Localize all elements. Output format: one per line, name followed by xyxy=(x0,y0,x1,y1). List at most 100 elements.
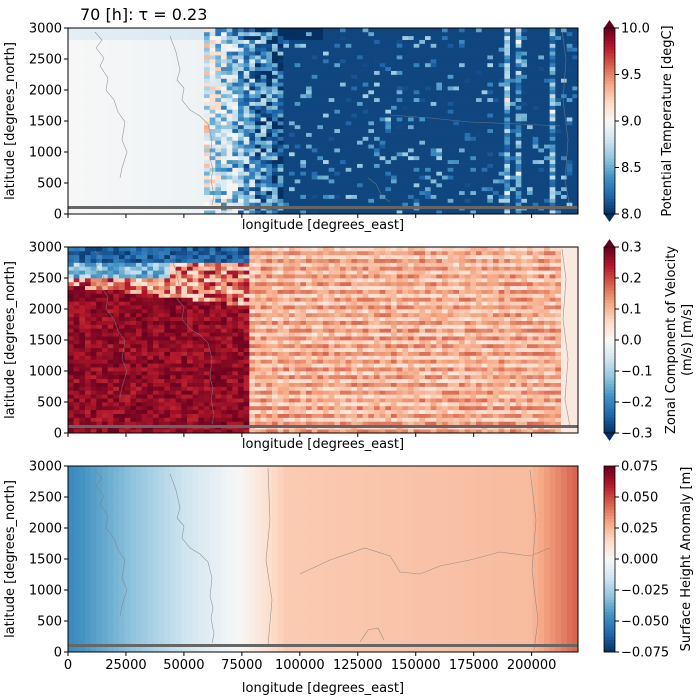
heatmap-cell xyxy=(107,305,114,310)
heatmap-cell xyxy=(124,309,131,314)
heatmap-cell xyxy=(311,163,318,168)
heatmap-cell xyxy=(85,101,92,106)
heatmap-cell xyxy=(226,51,233,56)
heatmap-cell xyxy=(85,28,92,33)
heatmap-cell xyxy=(323,132,330,137)
heatmap-cell xyxy=(232,47,239,52)
heatmap-cell xyxy=(141,163,148,168)
heatmap-cell xyxy=(311,86,318,91)
heatmap-cell xyxy=(102,324,109,329)
heatmap-cell xyxy=(119,413,126,418)
heatmap-cell xyxy=(294,74,301,79)
heatmap-cell xyxy=(192,128,199,133)
heatmap-cell xyxy=(90,198,97,203)
heatmap-cell xyxy=(136,55,143,60)
heatmap-cell xyxy=(68,155,75,161)
heatmap-cell xyxy=(481,117,488,122)
heatmap-cell xyxy=(345,175,352,180)
heatmap-cell xyxy=(572,167,578,172)
heatmap-cell xyxy=(510,78,517,83)
heatmap-cell xyxy=(192,51,199,56)
heatmap-cell xyxy=(255,186,262,192)
heatmap-cell xyxy=(504,136,511,141)
heatmap-cell xyxy=(96,402,103,407)
heatmap-cell xyxy=(238,86,245,91)
heatmap-cell xyxy=(73,402,80,407)
heatmap-cell xyxy=(90,28,97,33)
heatmap-cell xyxy=(68,194,75,199)
heatmap-cell xyxy=(113,128,120,133)
heatmap-cell xyxy=(113,309,120,314)
heatmap-cell xyxy=(317,105,324,110)
heatmap-cell xyxy=(538,31,545,37)
heatmap-cell xyxy=(232,186,239,192)
heatmap-cell xyxy=(68,254,75,259)
heatmap-cell xyxy=(68,409,75,414)
heatmap-cell xyxy=(107,140,114,145)
heatmap-cell xyxy=(385,28,392,33)
heatmap-cell xyxy=(572,136,578,141)
heatmap-cell xyxy=(73,398,80,403)
heatmap-cell xyxy=(510,186,517,192)
heatmap-cell xyxy=(357,35,364,40)
colorbar-segment xyxy=(604,65,615,69)
heatmap-cell xyxy=(113,175,120,180)
heatmap-cell xyxy=(459,43,466,48)
heatmap-cell xyxy=(136,90,143,95)
heatmap-cell xyxy=(73,285,80,290)
heatmap-cell xyxy=(436,47,443,52)
heatmap-cell xyxy=(124,305,131,310)
heatmap-cell xyxy=(192,93,199,99)
heatmap-cell xyxy=(419,55,426,60)
heatmap-cell xyxy=(317,74,324,79)
heatmap-cell xyxy=(317,47,324,52)
heatmap-cell xyxy=(226,82,233,87)
heatmap-cell xyxy=(481,93,488,99)
heatmap-cell xyxy=(192,74,199,79)
heatmap-cell xyxy=(345,194,352,199)
heatmap-cell xyxy=(289,97,296,102)
heatmap-cell xyxy=(85,289,92,294)
heatmap-cell xyxy=(430,163,437,168)
heatmap-cell xyxy=(272,159,279,164)
heatmap-cell xyxy=(323,74,330,79)
heatmap-cell xyxy=(413,171,420,176)
heatmap-cell xyxy=(476,121,483,126)
heatmap-cell xyxy=(79,312,86,318)
heatmap-cell xyxy=(323,117,330,122)
heatmap-cell xyxy=(425,51,432,56)
heatmap-cell xyxy=(419,140,426,145)
heatmap-cell xyxy=(442,124,449,130)
heatmap-cell xyxy=(96,198,103,203)
heatmap-cell xyxy=(391,39,398,44)
heatmap-cell xyxy=(255,121,262,126)
heatmap-cell xyxy=(357,62,364,68)
heatmap-cell xyxy=(470,90,477,95)
heatmap-cell xyxy=(515,198,522,203)
heatmap-cell xyxy=(323,93,330,99)
heatmap-cell xyxy=(572,210,578,214)
heatmap-cell xyxy=(306,113,313,118)
heatmap-cell xyxy=(119,386,126,391)
heatmap-cell xyxy=(345,124,352,130)
heatmap-cell xyxy=(572,121,578,126)
heatmap-cell xyxy=(119,347,126,352)
heatmap-cell xyxy=(311,113,318,118)
heatmap-cell xyxy=(379,35,386,40)
heatmap-cell xyxy=(487,78,494,83)
heatmap-cell xyxy=(249,132,256,137)
heatmap-cell xyxy=(130,402,137,407)
heatmap-cell xyxy=(209,194,216,199)
heatmap-cell xyxy=(317,167,324,172)
heatmap-cell xyxy=(408,86,415,91)
heatmap-cell xyxy=(79,324,86,329)
heatmap-cell xyxy=(311,198,318,203)
heatmap-cell xyxy=(232,28,239,33)
heatmap-cell xyxy=(527,28,534,33)
colorbar-segment xyxy=(604,117,615,122)
heatmap-cell xyxy=(102,367,109,372)
heatmap-cell xyxy=(221,59,228,64)
heatmap-cell xyxy=(447,117,454,122)
heatmap-cell xyxy=(464,97,471,102)
heatmap-cell xyxy=(345,39,352,44)
